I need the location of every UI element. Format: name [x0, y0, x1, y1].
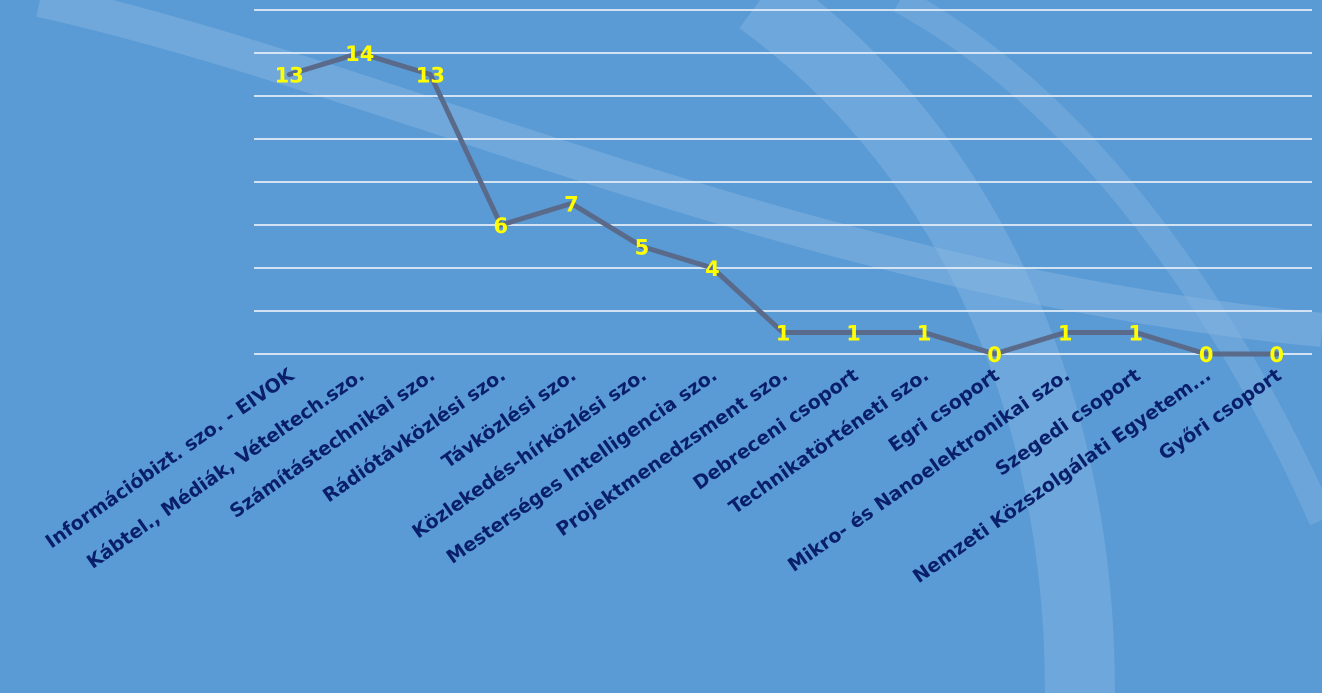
background-swoosh-arc [893, 0, 1322, 526]
series-line-group [286, 50, 1280, 357]
data-label: 14 [345, 42, 374, 66]
gridlines [254, 9, 1312, 355]
data-label: 1 [776, 322, 791, 346]
data-label: 0 [987, 343, 1002, 367]
background-swoosh [36, 0, 1322, 693]
series-line [286, 50, 1280, 357]
data-label: 13 [275, 64, 304, 88]
data-labels: 13 14 13 6 7 5 4 1 1 1 0 1 1 0 0 [275, 42, 1284, 367]
background-swoosh-arc [739, 0, 1115, 693]
data-label: 1 [917, 322, 932, 346]
data-label: 0 [1269, 343, 1284, 367]
data-label: 6 [494, 214, 509, 238]
category-label: Információbizt. szo. - EIVOK [42, 363, 300, 553]
category-label: Kábtel., Médiák, Vételtech.szo. [83, 364, 369, 573]
data-label: 7 [564, 193, 579, 217]
data-label: 13 [416, 64, 445, 88]
data-label: 1 [1128, 322, 1143, 346]
data-label: 5 [635, 236, 650, 260]
data-label: 1 [1058, 322, 1073, 346]
data-label: 4 [705, 257, 720, 281]
data-label: 1 [846, 322, 861, 346]
background-swoosh-arc [36, 0, 1322, 347]
data-label: 0 [1199, 343, 1214, 367]
